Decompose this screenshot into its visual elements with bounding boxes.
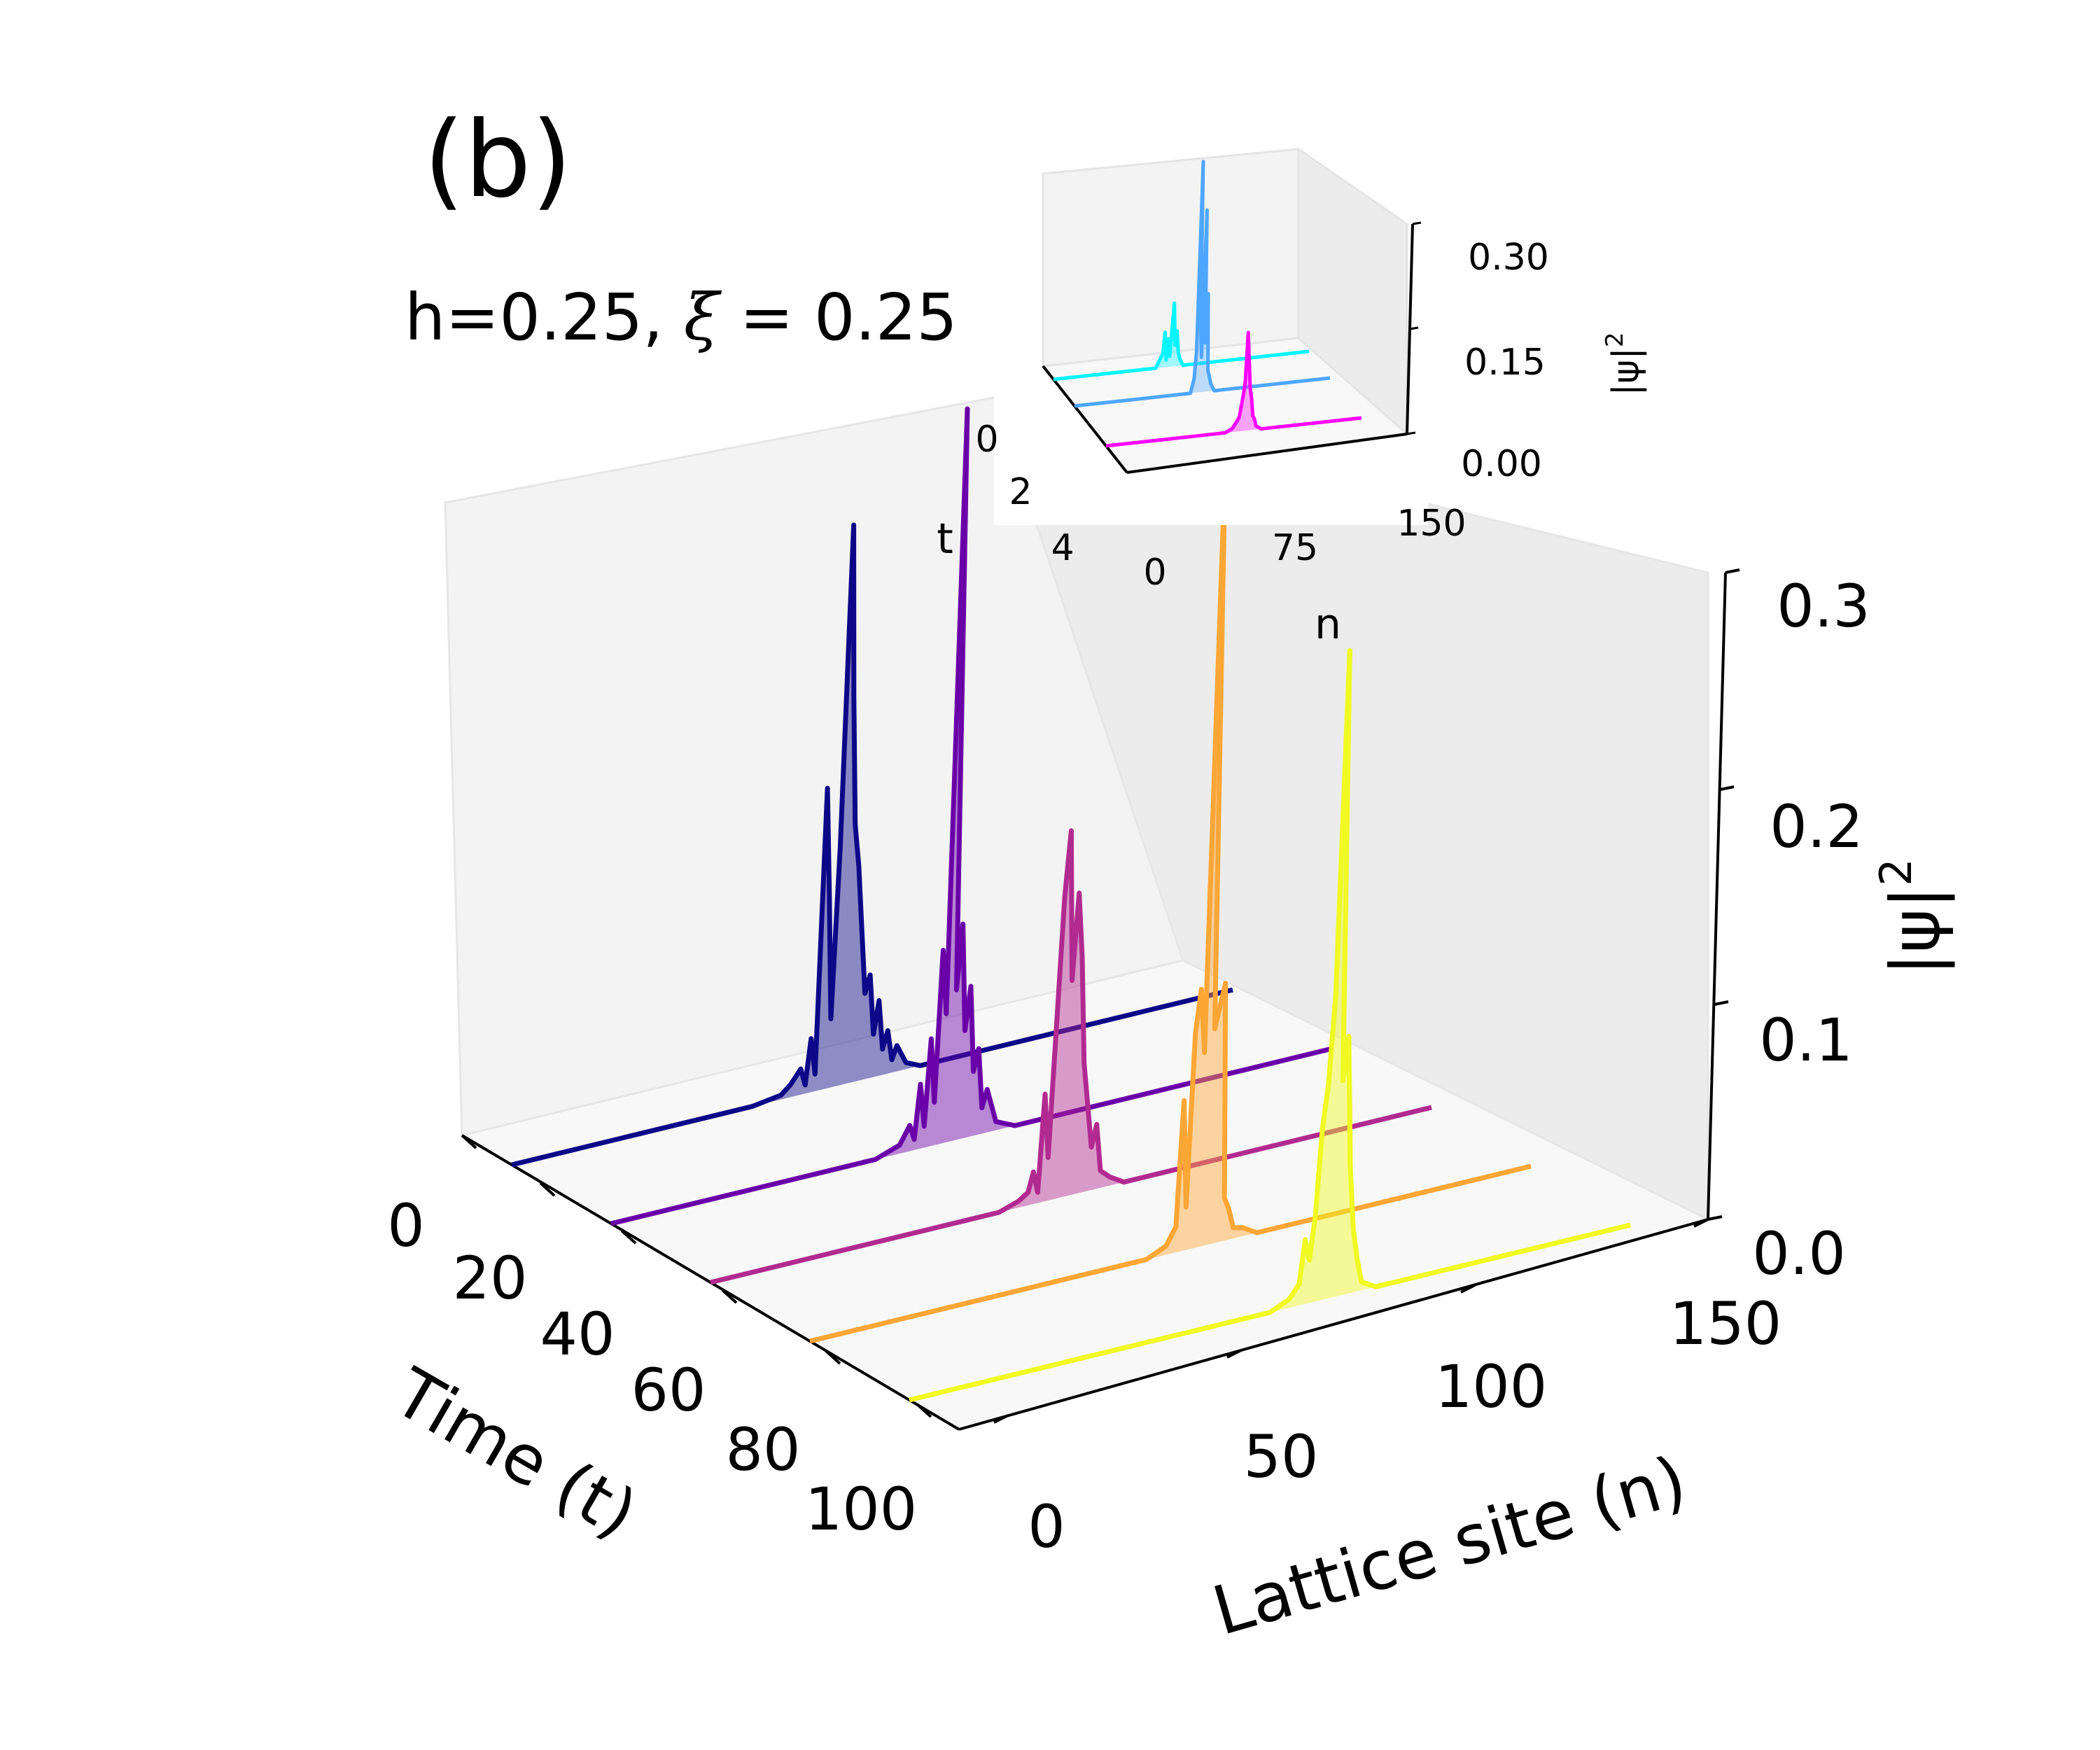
main-z-ticks — [1707, 568, 1740, 1221]
series-t=0.5 — [1053, 301, 1310, 382]
params-xi-value: = 0.25 — [719, 280, 957, 355]
series-t=1.5 — [1074, 160, 1331, 408]
series-fill — [512, 524, 1233, 1165]
inset-z-axis-label-base: |ψ| — [1605, 347, 1647, 396]
main-time-ticks — [461, 1134, 932, 1418]
main-site-tick-labels: 0 50 100 150 — [1028, 1289, 1782, 1561]
main-site-axis-line — [958, 1218, 1709, 1431]
z-tick-label: 0.1 — [1759, 1006, 1853, 1074]
time-axis-label: Time (t) — [381, 1353, 650, 1553]
series-line — [1074, 160, 1331, 408]
inset-t-axis-line — [1042, 365, 1128, 474]
site-tick-label: 50 — [1244, 1422, 1319, 1491]
series-t=10 — [511, 522, 1233, 1168]
inset-t-tick-label: 4 — [1051, 527, 1074, 569]
series-line — [610, 406, 1333, 1226]
z-tick-label: 0.0 — [1752, 1219, 1846, 1288]
inset: 0.00 0.15 0.30 |ψ|2 0 2 4 t 0 75 150 n — [937, 147, 1647, 649]
inset-n-tick-label: 75 — [1272, 527, 1318, 569]
time-tick-label: 0 — [387, 1191, 424, 1260]
main-z-axis-line — [1707, 572, 1727, 1220]
z-axis-label-sup: 2 — [1870, 858, 1921, 886]
series-line — [1053, 301, 1310, 382]
time-tick-label: 20 — [453, 1244, 528, 1312]
inset-z-tick-label: 0.00 — [1461, 443, 1542, 485]
z-axis-label-base: |ψ| — [1877, 886, 1956, 976]
inset-z-axis-label: |ψ|2 — [1601, 332, 1647, 396]
site-tick-label: 150 — [1670, 1289, 1782, 1358]
inset-n-axis-label: n — [1315, 600, 1341, 649]
panel-label: (b) — [424, 99, 572, 221]
time-tick-label: 80 — [726, 1415, 801, 1484]
z-tick-label: 0.3 — [1777, 572, 1870, 640]
inset-t-tick-label: 2 — [1009, 471, 1032, 513]
series-line — [1105, 330, 1362, 448]
time-tick-label: 40 — [540, 1300, 615, 1368]
inset-series-group — [1053, 160, 1362, 448]
params-title: h=0.25, ξ = 0.25 — [405, 280, 958, 355]
xi-symbol: ξ — [684, 280, 722, 355]
inset-z-axis-label-sup: 2 — [1601, 332, 1629, 348]
series-fill — [710, 830, 1432, 1282]
main-z-tick-labels: 0.0 0.1 0.2 0.3 — [1752, 572, 1870, 1288]
site-tick-label: 100 — [1435, 1352, 1547, 1421]
series-t=50 — [710, 828, 1432, 1285]
inset-t-tick-label: 0 — [975, 419, 998, 461]
series-t=3.0 — [1105, 330, 1362, 448]
series-t=30 — [610, 406, 1333, 1226]
series-line — [909, 648, 1631, 1403]
series-line — [710, 828, 1432, 1285]
series-line — [511, 522, 1233, 1168]
main-site-ticks — [993, 1218, 1709, 1424]
series-t=90 — [909, 648, 1631, 1403]
params-prefix: h=0.25, — [405, 280, 684, 355]
time-tick-label: 60 — [631, 1356, 706, 1424]
inset-n-tick-label: 0 — [1143, 552, 1166, 594]
inset-n-axis-line — [1126, 433, 1408, 474]
site-tick-label: 0 — [1028, 1492, 1065, 1561]
main-time-tick-labels: 0 20 40 60 80 100 — [387, 1191, 917, 1544]
main-panes — [444, 396, 1727, 1431]
inset-z-tick-label: 0.15 — [1464, 342, 1546, 384]
inset-z-tick-label: 0.30 — [1468, 237, 1549, 279]
inset-z-ticks — [1406, 221, 1422, 435]
inset-n-tick-label: 150 — [1396, 503, 1466, 545]
inset-t-axis-label: t — [937, 514, 953, 564]
z-axis-label: |ψ|2 — [1870, 858, 1956, 975]
time-tick-label: 100 — [805, 1475, 917, 1544]
z-tick-label: 0.2 — [1770, 792, 1863, 861]
